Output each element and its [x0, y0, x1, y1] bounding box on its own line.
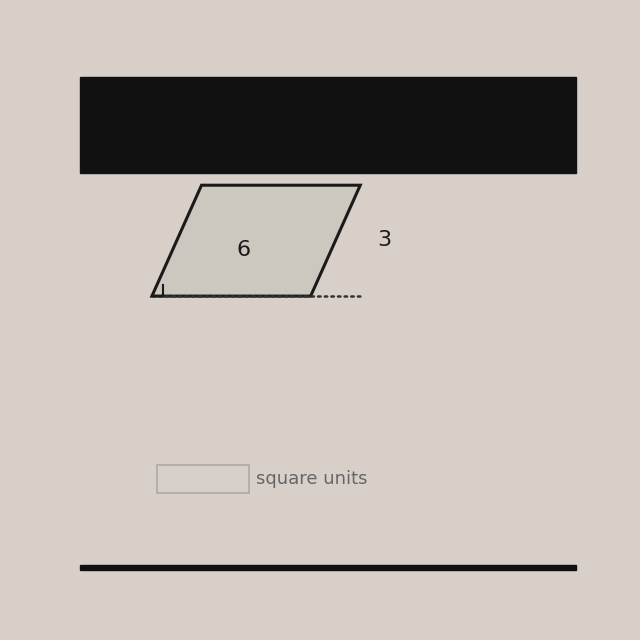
Text: square units: square units [256, 470, 367, 488]
Polygon shape [152, 185, 360, 296]
Bar [80, 77, 576, 173]
Text: 6: 6 [237, 240, 251, 260]
Bar [157, 465, 248, 493]
Text: Find the area of the parallelogram shown below.: Find the area of the parallelogram shown… [108, 153, 548, 168]
Text: 3: 3 [378, 230, 392, 250]
Bar [80, 564, 576, 570]
